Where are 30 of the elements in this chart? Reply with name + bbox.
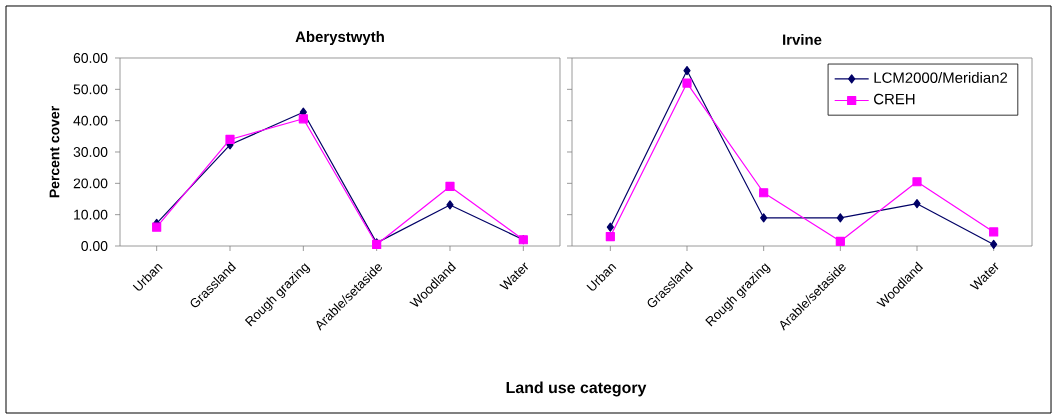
point <box>759 188 769 198</box>
point <box>760 213 768 223</box>
y-tick-label: 10.00 <box>74 209 108 220</box>
point <box>913 199 921 209</box>
y-axis-title: Percent cover <box>49 106 60 198</box>
legend-label: CREH <box>874 93 915 105</box>
point <box>912 177 922 187</box>
point <box>682 78 692 88</box>
point <box>445 181 455 192</box>
point <box>225 134 235 145</box>
y-tick-label: 40.00 <box>73 115 108 126</box>
point <box>606 222 614 232</box>
point <box>605 232 615 242</box>
point <box>990 239 998 250</box>
y-tick-label: 30.00 <box>73 147 108 157</box>
legend-label: LCM2000/Meridian2 <box>874 72 1008 83</box>
point <box>836 213 844 223</box>
point <box>683 65 691 76</box>
point <box>989 227 999 237</box>
point <box>152 222 162 232</box>
chart-title: Irvine <box>783 34 822 46</box>
point <box>446 200 454 210</box>
point <box>298 114 308 124</box>
x-axis-title: Land use category <box>506 381 647 397</box>
y-tick-label: 60.00 <box>73 53 108 63</box>
y-tick-label: 50.00 <box>73 84 108 95</box>
y-tick-label: 20.00 <box>73 178 108 189</box>
y-tick-label: 0.00 <box>81 241 108 251</box>
point <box>835 236 845 246</box>
chart-title: Aberystwyth <box>295 31 384 45</box>
